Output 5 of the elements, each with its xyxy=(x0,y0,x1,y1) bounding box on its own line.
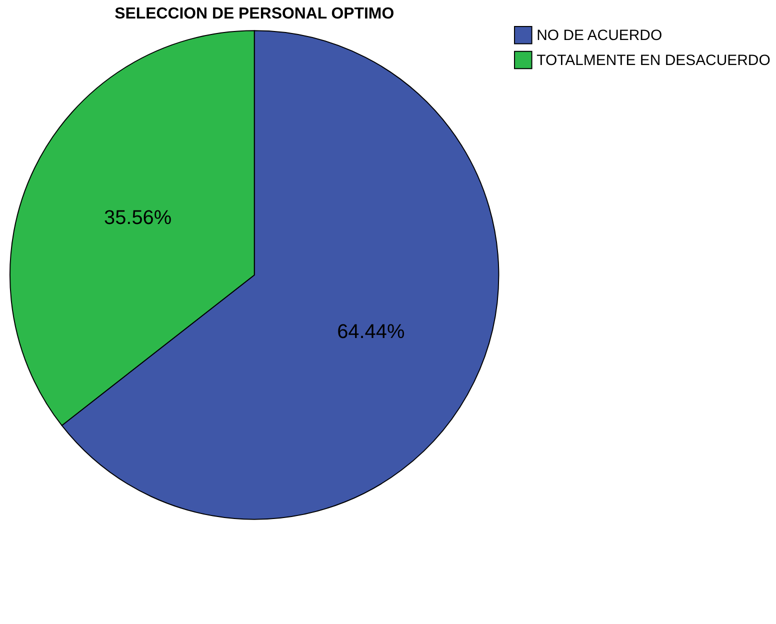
legend-label: TOTALMENTE EN DESACUERDO xyxy=(536,52,770,70)
data-label: 64.44% xyxy=(337,320,405,343)
chart-title: SELECCION DE PERSONAL OPTIMO xyxy=(114,6,394,23)
legend-label: NO DE ACUERDO xyxy=(536,27,662,44)
data-label: 35.56% xyxy=(104,207,172,230)
